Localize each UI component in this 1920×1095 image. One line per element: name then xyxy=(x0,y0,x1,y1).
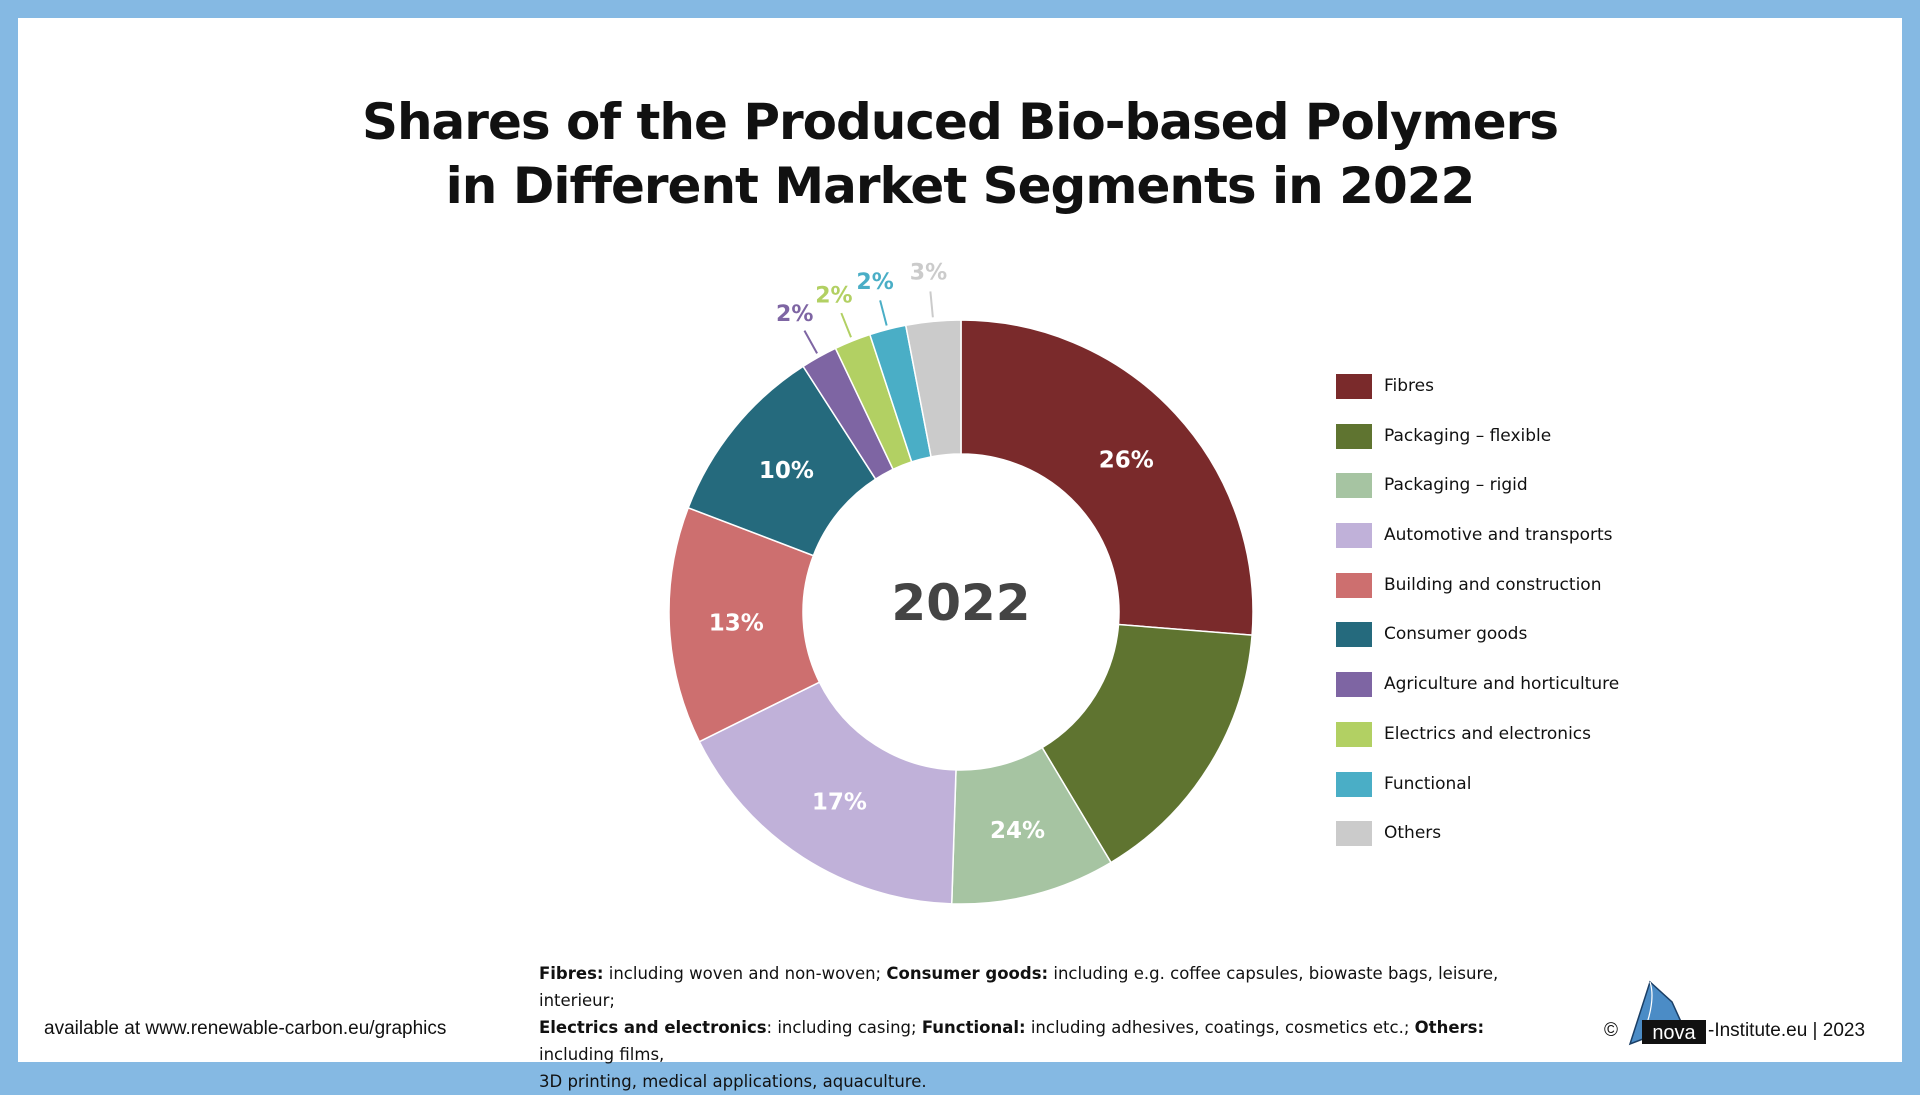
legend-item: Packaging – flexible xyxy=(1336,418,1666,454)
legend-swatch xyxy=(1336,374,1372,399)
footnote-term-functional: Functional: xyxy=(921,1018,1026,1037)
chart-title-line1: Shares of the Produced Bio-based Polymer… xyxy=(361,93,1559,151)
legend-swatch xyxy=(1336,672,1372,698)
slice-packaging-flexible xyxy=(1041,623,1253,864)
leader-line xyxy=(879,300,888,326)
footnote-term-fibres: Fibres: xyxy=(539,964,604,983)
legend-label: Building and construction xyxy=(1384,574,1602,595)
legend-item: Building and construction xyxy=(1336,567,1666,603)
slice-fibres xyxy=(960,319,1254,636)
footnote-term-electrics: Electrics and electronics xyxy=(539,1018,767,1037)
copyright-symbol: © xyxy=(1604,1020,1618,1041)
legend-swatch xyxy=(1336,771,1372,797)
legend-label: Functional xyxy=(1384,773,1472,794)
legend-swatch xyxy=(1336,622,1372,648)
legend-swatch xyxy=(1336,721,1372,747)
source-link-text: available at www.renewable-carbon.eu/gra… xyxy=(44,1018,447,1039)
footnote-text-consumer: including e.g. coffee capsules, biowaste… xyxy=(539,964,1499,1010)
legend-label: Agriculture and horticulture xyxy=(1384,674,1620,695)
legend-label: Automotive and transports xyxy=(1384,525,1613,546)
chart-title-line2: in Different Market Segments in 2022 xyxy=(445,157,1476,215)
logo-text: nova xyxy=(1652,1022,1696,1044)
footnote: Fibres: including woven and non-woven; C… xyxy=(539,960,1559,1095)
legend-item: Agriculture and horticulture xyxy=(1336,666,1666,702)
label-leader-lines xyxy=(803,291,934,354)
slice-value-label: 13% xyxy=(709,611,764,637)
legend-item: Consumer goods xyxy=(1336,616,1666,652)
leader-line xyxy=(840,312,852,338)
chart-title: Shares of the Produced Bio-based Polymer… xyxy=(0,90,1920,218)
legend-item: Fibres xyxy=(1336,368,1666,404)
slice-automotive-and-transports xyxy=(698,681,957,905)
leader-line xyxy=(803,330,818,354)
footnote-text-fibres: including woven and non-woven; xyxy=(603,964,887,983)
footnote-line3: 3D printing, medical applications, aquac… xyxy=(539,1072,927,1091)
institute-credit: -Institute.eu | 2023 xyxy=(1708,1020,1866,1041)
slice-value-label: 2% xyxy=(856,270,893,295)
slice-value-label: 3% xyxy=(910,261,947,286)
legend-label: Packaging – rigid xyxy=(1384,475,1528,496)
footnote-term-others: Others: xyxy=(1414,1018,1485,1037)
legend-swatch xyxy=(1336,423,1372,449)
legend-item: Others xyxy=(1336,815,1666,851)
slice-value-label: 2% xyxy=(776,302,813,327)
footnote-text-electrics: : including casing; xyxy=(766,1018,922,1037)
legend-item: Electrics and electronics xyxy=(1336,716,1666,752)
slice-value-label: 17% xyxy=(812,789,867,815)
slice-labels: 26%24%17%13%10%2%2%2% 3% xyxy=(709,261,1154,844)
legend-swatch xyxy=(1336,821,1372,847)
legend-item: Automotive and transports xyxy=(1336,517,1666,553)
slice-others xyxy=(904,319,962,458)
slice-value-label: 26% xyxy=(1099,447,1154,473)
leader-line xyxy=(929,291,934,318)
legend-label: Others xyxy=(1384,823,1442,844)
legend-label: Fibres xyxy=(1384,376,1434,396)
slice-value-label: 10% xyxy=(759,458,814,484)
legend-item: Functional xyxy=(1336,766,1666,802)
footnote-term-consumer: Consumer goods: xyxy=(886,964,1049,983)
slice-value-label: 24% xyxy=(990,818,1045,844)
legend-label: Packaging – flexible xyxy=(1384,425,1552,446)
footnote-text-functional: including adhesives, coatings, cosmetics… xyxy=(1025,1018,1415,1037)
legend-item: Packaging – rigid xyxy=(1336,467,1666,503)
footnote-line2: Electrics and electronics: including cas… xyxy=(539,1014,1559,1068)
legend-label: Electrics and electronics xyxy=(1384,723,1592,744)
legend-label: Consumer goods xyxy=(1384,624,1528,645)
footnote-line1: Fibres: including woven and non-woven; C… xyxy=(539,960,1559,1014)
donut-slices xyxy=(668,319,1254,905)
brand-credit: © nova -Institute.eu | 2023 xyxy=(1604,980,1884,1046)
legend-swatch xyxy=(1336,572,1372,598)
slice-value-label: 2% xyxy=(815,283,852,308)
footnote-text-others: including films, xyxy=(539,1045,665,1064)
legend-swatch xyxy=(1336,523,1372,549)
nova-logo-icon: nova xyxy=(1628,980,1706,1046)
legend: Fibres Packaging – flexible Packaging – ri… xyxy=(1336,368,1666,865)
legend-swatch xyxy=(1336,473,1372,499)
center-year-label: 2022 xyxy=(891,574,1030,632)
